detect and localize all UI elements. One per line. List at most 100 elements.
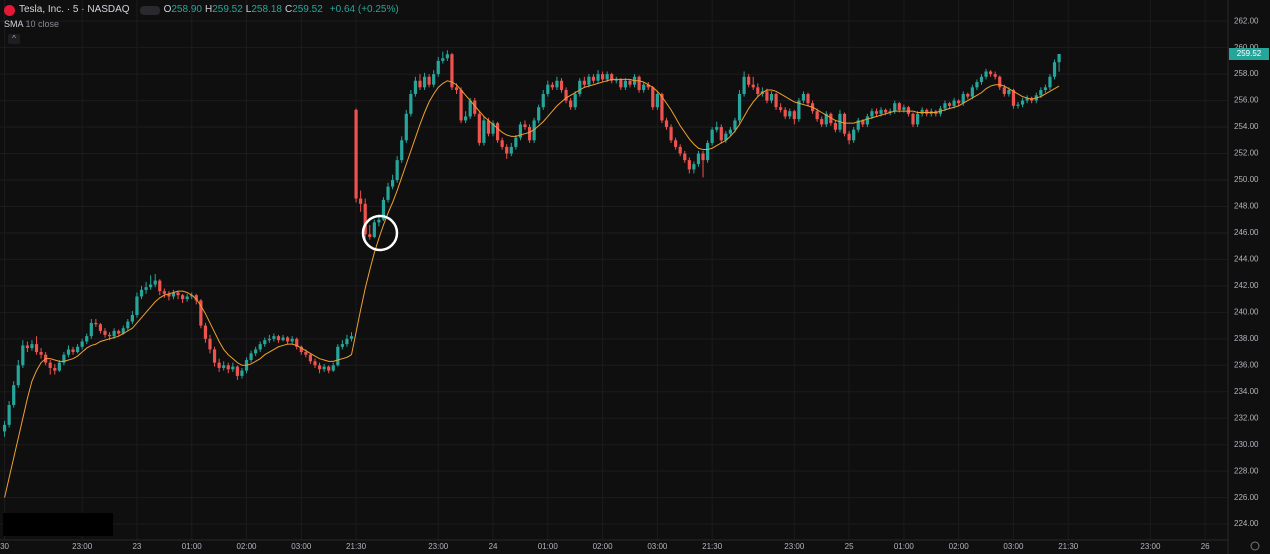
candle-body bbox=[865, 116, 869, 125]
x-tick-label: 03:00 bbox=[291, 542, 312, 551]
candle-body bbox=[267, 338, 271, 341]
candle-body bbox=[1011, 90, 1016, 106]
candle-body bbox=[737, 93, 742, 121]
candle-body bbox=[925, 109, 929, 114]
y-tick-label: 246.00 bbox=[1234, 228, 1259, 237]
candle-body bbox=[587, 76, 591, 85]
settings-icon[interactable] bbox=[1250, 541, 1260, 551]
candle-body bbox=[710, 129, 714, 143]
candle-body bbox=[107, 334, 112, 337]
candle-body bbox=[815, 111, 819, 120]
candle-body bbox=[970, 87, 974, 97]
candle-body bbox=[861, 120, 865, 125]
candle-body bbox=[1025, 97, 1029, 101]
candle-body bbox=[25, 345, 29, 349]
candle-body bbox=[336, 346, 340, 366]
y-tick-label: 256.00 bbox=[1234, 96, 1259, 105]
candle-body bbox=[920, 109, 924, 114]
ohlc-value: 259.52 bbox=[292, 4, 323, 15]
candle-body bbox=[208, 338, 212, 350]
candle-body bbox=[409, 93, 413, 114]
candle-body bbox=[582, 80, 586, 85]
candle-body bbox=[317, 365, 322, 370]
candle-body bbox=[144, 287, 148, 290]
candle-body bbox=[436, 60, 440, 75]
candle-body bbox=[683, 153, 687, 161]
candle-body bbox=[692, 164, 696, 170]
candle-body bbox=[1043, 87, 1047, 90]
candle-body bbox=[769, 93, 774, 101]
candle-body bbox=[747, 76, 751, 85]
candle-body bbox=[797, 100, 801, 120]
ohlc-key: H bbox=[204, 4, 213, 15]
last-price-label: 259.52 bbox=[1237, 49, 1262, 58]
candle-body bbox=[678, 146, 682, 154]
candle-body bbox=[454, 87, 459, 90]
candle-body bbox=[705, 142, 710, 161]
candle-body bbox=[610, 74, 614, 81]
candle-body bbox=[833, 123, 838, 130]
candle-body bbox=[660, 93, 664, 121]
candle-body bbox=[477, 113, 481, 143]
candle-body bbox=[619, 79, 623, 88]
candle-body bbox=[998, 76, 1002, 88]
candle-body bbox=[98, 324, 103, 331]
candle-body bbox=[468, 100, 472, 117]
x-tick-label: 03:00 bbox=[647, 542, 668, 551]
candle-body bbox=[801, 93, 806, 101]
candle-body bbox=[701, 153, 705, 161]
candle-body bbox=[12, 385, 16, 405]
x-tick-label: 23:00 bbox=[72, 542, 93, 551]
ohlc-value: 258.18 bbox=[251, 4, 282, 15]
y-tick-label: 236.00 bbox=[1234, 360, 1259, 369]
x-tick-label: 23 bbox=[132, 542, 141, 551]
candle-body bbox=[724, 133, 728, 141]
x-tick-label: 01:00 bbox=[538, 542, 559, 551]
candle-body bbox=[464, 116, 468, 121]
candle-body bbox=[285, 337, 290, 342]
x-tick-label: 23:00 bbox=[1140, 542, 1161, 551]
candle-body bbox=[130, 315, 134, 322]
candle-body bbox=[441, 58, 445, 61]
candle-body bbox=[742, 76, 746, 94]
candle-body bbox=[975, 82, 979, 88]
candle-body bbox=[153, 280, 157, 285]
toggle-button[interactable] bbox=[139, 5, 160, 15]
y-tick-label: 260.00 bbox=[1234, 43, 1259, 52]
redaction-box bbox=[3, 513, 113, 536]
candle-body bbox=[495, 123, 500, 141]
candle-body bbox=[559, 80, 564, 90]
candle-body bbox=[345, 338, 349, 345]
y-tick-label: 258.00 bbox=[1234, 69, 1259, 78]
legend-header: Tesla, Inc. · 5 · NASDAQ O258.90 H259.52 L… bbox=[4, 3, 402, 46]
candle-body bbox=[432, 74, 436, 85]
candle-body bbox=[400, 140, 404, 161]
candle-body bbox=[879, 109, 883, 114]
candle-body bbox=[413, 80, 418, 94]
candle-body bbox=[359, 198, 363, 204]
y-tick-label: 244.00 bbox=[1234, 255, 1259, 264]
candle-body bbox=[203, 325, 208, 339]
candle-body bbox=[856, 120, 860, 130]
candle-body bbox=[80, 341, 84, 347]
candle-body bbox=[349, 336, 354, 339]
candle-body bbox=[222, 365, 226, 368]
candle-body bbox=[1039, 90, 1043, 96]
candle-body bbox=[541, 93, 545, 108]
candle-body bbox=[299, 346, 303, 353]
candle-body bbox=[765, 91, 769, 101]
change-value: +0.64 (+0.25%) bbox=[329, 4, 399, 15]
candle-body bbox=[386, 186, 390, 200]
y-tick-label: 242.00 bbox=[1234, 281, 1259, 290]
candle-body bbox=[788, 111, 792, 117]
collapse-button[interactable]: ^ bbox=[8, 34, 20, 44]
x-tick-label: 26 bbox=[1201, 542, 1210, 551]
ohlc-values: O258.90 H259.52 L258.18 C259.52 bbox=[164, 3, 326, 17]
candle-body bbox=[39, 352, 43, 355]
candle-body bbox=[149, 284, 153, 288]
candle-body bbox=[281, 337, 285, 341]
candle-body bbox=[1007, 90, 1011, 94]
candle-body bbox=[89, 322, 93, 337]
candle-body bbox=[989, 71, 993, 75]
candle-body bbox=[596, 74, 600, 81]
